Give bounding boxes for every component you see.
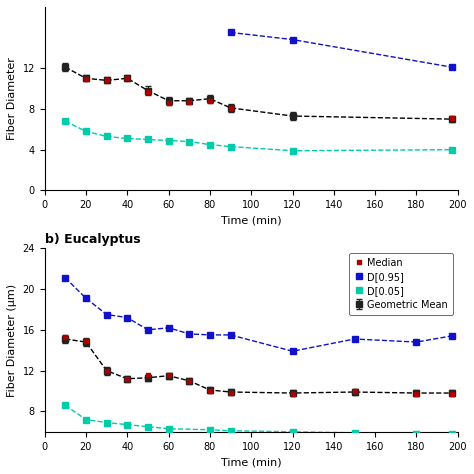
D[0.05] bbox=[207, 427, 213, 433]
D[0.05] bbox=[145, 424, 151, 429]
D[0.95] bbox=[104, 312, 109, 318]
D[0.05] bbox=[124, 422, 130, 428]
Median bbox=[414, 391, 419, 397]
D[0.95] bbox=[186, 331, 192, 337]
D[0.95] bbox=[290, 348, 295, 354]
D[0.05] bbox=[63, 402, 68, 408]
Median bbox=[207, 388, 213, 394]
Median bbox=[166, 372, 172, 377]
D[0.05] bbox=[290, 429, 295, 435]
D[0.95] bbox=[352, 336, 357, 342]
D[0.95] bbox=[63, 275, 68, 281]
Median bbox=[63, 334, 68, 340]
D[0.05] bbox=[228, 428, 233, 434]
D[0.95] bbox=[124, 315, 130, 320]
Legend: Median, D[0.95], D[0.05], Geometric Mean: Median, D[0.95], D[0.05], Geometric Mean bbox=[349, 253, 453, 315]
D[0.05] bbox=[104, 420, 109, 426]
X-axis label: Time (min): Time (min) bbox=[221, 216, 282, 226]
Y-axis label: Fiber Diameter: Fiber Diameter bbox=[7, 57, 17, 140]
Median bbox=[352, 388, 357, 394]
D[0.05] bbox=[166, 426, 172, 431]
D[0.95] bbox=[449, 333, 455, 339]
D[0.95] bbox=[145, 327, 151, 333]
D[0.05] bbox=[352, 430, 357, 436]
Line: Median: Median bbox=[63, 335, 454, 396]
D[0.95] bbox=[414, 339, 419, 345]
D[0.95] bbox=[166, 325, 172, 331]
D[0.05] bbox=[414, 431, 419, 437]
D[0.95] bbox=[207, 332, 213, 338]
Median bbox=[104, 368, 109, 374]
Median bbox=[290, 391, 295, 397]
Median bbox=[145, 372, 151, 377]
Y-axis label: Fiber Diameter (μm): Fiber Diameter (μm) bbox=[7, 283, 17, 397]
D[0.95] bbox=[83, 295, 89, 301]
Median bbox=[124, 376, 130, 382]
D[0.95] bbox=[228, 332, 233, 338]
Median bbox=[186, 378, 192, 383]
D[0.05] bbox=[83, 417, 89, 422]
Line: D[0.05]: D[0.05] bbox=[63, 402, 455, 437]
Text: b) Eucalyptus: b) Eucalyptus bbox=[45, 233, 140, 246]
X-axis label: Time (min): Time (min) bbox=[221, 457, 282, 467]
Median bbox=[83, 338, 89, 344]
Line: D[0.95]: D[0.95] bbox=[62, 274, 455, 355]
D[0.05] bbox=[449, 431, 455, 437]
Median bbox=[228, 390, 233, 396]
Median bbox=[449, 391, 455, 397]
